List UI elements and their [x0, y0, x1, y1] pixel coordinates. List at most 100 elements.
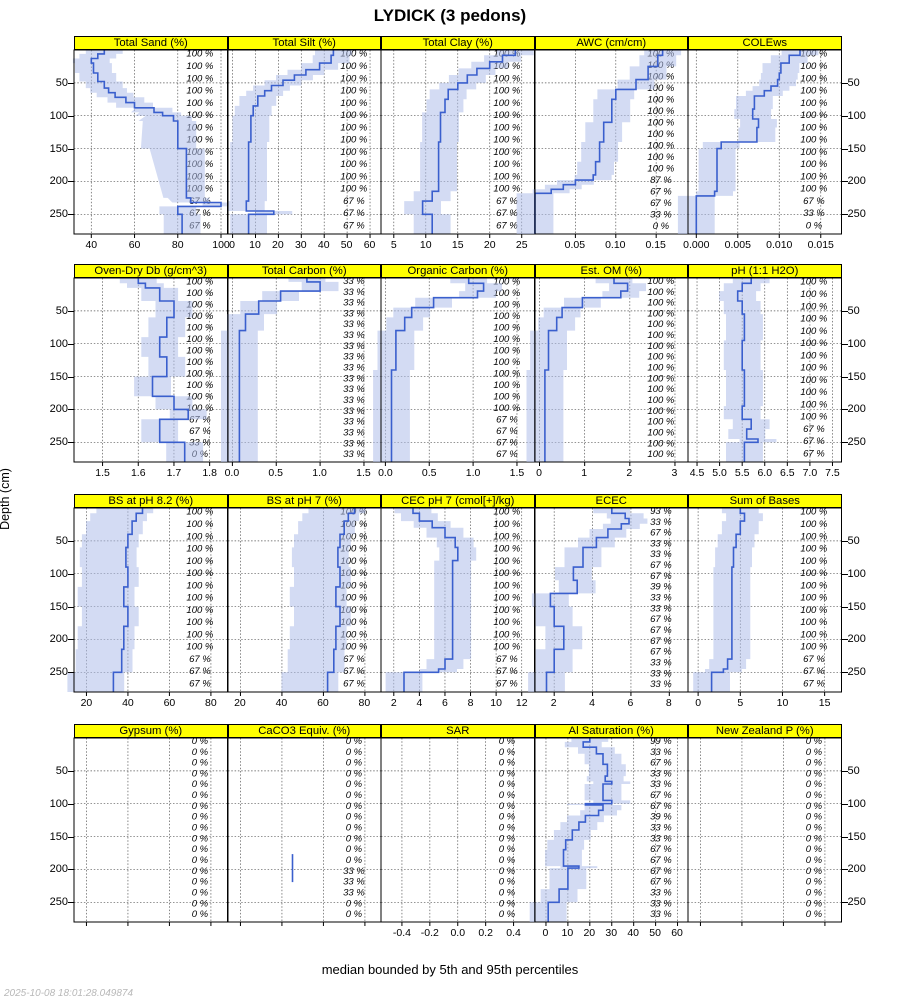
svg-text:67 %: 67 %	[496, 666, 518, 677]
svg-text:0 %: 0 %	[192, 833, 209, 844]
svg-text:100 %: 100 %	[647, 106, 674, 117]
svg-text:100 %: 100 %	[186, 556, 213, 567]
svg-text:100 %: 100 %	[493, 531, 520, 542]
svg-text:0 %: 0 %	[192, 844, 209, 855]
svg-text:0 %: 0 %	[499, 823, 516, 834]
svg-text:0 %: 0 %	[806, 747, 823, 758]
svg-text:100 %: 100 %	[186, 593, 213, 604]
svg-text:100 %: 100 %	[493, 122, 520, 133]
svg-text:33 %: 33 %	[343, 287, 365, 298]
svg-text:100 %: 100 %	[493, 345, 520, 356]
svg-text:100 %: 100 %	[800, 122, 827, 133]
svg-text:0 %: 0 %	[192, 909, 209, 920]
svg-text:0 %: 0 %	[345, 909, 362, 920]
svg-text:67 %: 67 %	[803, 654, 825, 665]
svg-text:67 %: 67 %	[496, 221, 518, 232]
svg-text:100 %: 100 %	[493, 184, 520, 195]
svg-text:0 %: 0 %	[192, 888, 209, 899]
svg-text:0 %: 0 %	[499, 877, 516, 888]
svg-text:33 %: 33 %	[343, 449, 365, 460]
svg-text:100 %: 100 %	[493, 391, 520, 402]
svg-text:33 %: 33 %	[343, 308, 365, 319]
svg-text:33 %: 33 %	[650, 823, 672, 834]
svg-text:67 %: 67 %	[650, 186, 672, 197]
svg-text:33 %: 33 %	[650, 549, 672, 560]
svg-text:0 %: 0 %	[806, 909, 823, 920]
svg-text:33 %: 33 %	[343, 373, 365, 384]
svg-text:100 %: 100 %	[493, 334, 520, 345]
svg-text:100 %: 100 %	[493, 403, 520, 414]
svg-text:100 %: 100 %	[340, 98, 367, 109]
svg-text:0 %: 0 %	[192, 898, 209, 909]
svg-text:100 %: 100 %	[800, 363, 827, 374]
svg-text:100 %: 100 %	[493, 605, 520, 616]
svg-text:0 %: 0 %	[192, 866, 209, 877]
svg-text:0 %: 0 %	[345, 768, 362, 779]
svg-text:33 %: 33 %	[803, 208, 825, 219]
svg-text:100 %: 100 %	[800, 556, 827, 567]
svg-text:100 %: 100 %	[340, 73, 367, 84]
svg-text:67 %: 67 %	[343, 654, 365, 665]
svg-text:0 %: 0 %	[345, 747, 362, 758]
svg-text:67 %: 67 %	[496, 196, 518, 207]
svg-text:0 %: 0 %	[499, 779, 516, 790]
svg-text:33 %: 33 %	[650, 658, 672, 669]
svg-text:100 %: 100 %	[493, 380, 520, 391]
svg-text:100 %: 100 %	[647, 384, 674, 395]
svg-text:0 %: 0 %	[192, 823, 209, 834]
svg-text:100 %: 100 %	[647, 129, 674, 140]
svg-text:100 %: 100 %	[800, 159, 827, 170]
svg-text:0 %: 0 %	[806, 898, 823, 909]
svg-text:67 %: 67 %	[650, 855, 672, 866]
svg-text:0 %: 0 %	[192, 758, 209, 769]
svg-text:0 %: 0 %	[806, 844, 823, 855]
svg-text:67 %: 67 %	[343, 666, 365, 677]
svg-text:0 %: 0 %	[192, 855, 209, 866]
svg-text:67 %: 67 %	[496, 414, 518, 425]
svg-text:33 %: 33 %	[650, 517, 672, 528]
svg-text:100 %: 100 %	[647, 341, 674, 352]
svg-text:67 %: 67 %	[650, 614, 672, 625]
svg-text:100 %: 100 %	[186, 544, 213, 555]
svg-text:0 %: 0 %	[192, 812, 209, 823]
svg-text:67 %: 67 %	[496, 654, 518, 665]
svg-text:0 %: 0 %	[499, 801, 516, 812]
svg-text:100 %: 100 %	[493, 368, 520, 379]
svg-text:67 %: 67 %	[496, 449, 518, 460]
svg-text:0 %: 0 %	[806, 812, 823, 823]
svg-text:0 %: 0 %	[806, 801, 823, 812]
svg-text:100 %: 100 %	[647, 406, 674, 417]
svg-text:100 %: 100 %	[186, 98, 213, 109]
svg-text:33 %: 33 %	[343, 319, 365, 330]
svg-text:0 %: 0 %	[806, 866, 823, 877]
svg-text:0 %: 0 %	[806, 888, 823, 899]
svg-text:33 %: 33 %	[343, 417, 365, 428]
svg-text:100 %: 100 %	[493, 544, 520, 555]
svg-text:33 %: 33 %	[650, 833, 672, 844]
svg-text:0 %: 0 %	[499, 844, 516, 855]
svg-text:67 %: 67 %	[650, 636, 672, 647]
svg-text:33 %: 33 %	[650, 668, 672, 679]
svg-text:100 %: 100 %	[647, 373, 674, 384]
svg-text:33 %: 33 %	[343, 888, 365, 899]
svg-text:100 %: 100 %	[186, 73, 213, 84]
svg-text:100 %: 100 %	[493, 98, 520, 109]
svg-text:100 %: 100 %	[493, 617, 520, 628]
svg-text:100 %: 100 %	[186, 86, 213, 97]
svg-text:0 %: 0 %	[806, 790, 823, 801]
svg-text:0 %: 0 %	[499, 898, 516, 909]
svg-text:33 %: 33 %	[650, 538, 672, 549]
svg-text:100 %: 100 %	[186, 380, 213, 391]
svg-text:100 %: 100 %	[186, 288, 213, 299]
svg-text:67 %: 67 %	[650, 790, 672, 801]
svg-text:67 %: 67 %	[803, 666, 825, 677]
svg-text:33 %: 33 %	[650, 768, 672, 779]
svg-text:100 %: 100 %	[340, 184, 367, 195]
svg-text:100 %: 100 %	[800, 593, 827, 604]
svg-text:100 %: 100 %	[186, 568, 213, 579]
svg-text:100 %: 100 %	[800, 86, 827, 97]
svg-text:33 %: 33 %	[343, 877, 365, 888]
svg-text:67 %: 67 %	[496, 437, 518, 448]
svg-text:100 %: 100 %	[647, 330, 674, 341]
svg-text:100 %: 100 %	[800, 580, 827, 591]
